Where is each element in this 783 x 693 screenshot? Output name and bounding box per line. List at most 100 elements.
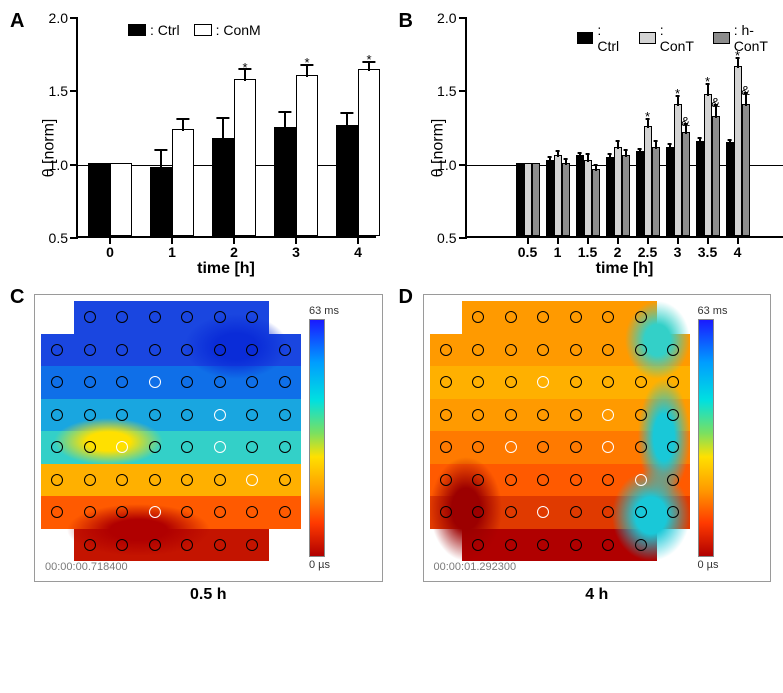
electrode-marker — [246, 474, 258, 486]
electrode-marker — [570, 539, 582, 551]
electrode-marker — [635, 311, 647, 323]
legend-label: : Ctrl — [597, 22, 624, 54]
electrode-marker — [570, 344, 582, 356]
heatmap-timestamp: 00:00:01.292300 — [434, 561, 517, 573]
electrode-marker — [505, 506, 517, 518]
electrode-marker — [667, 344, 679, 356]
electrode-marker — [505, 311, 517, 323]
x-tick-label: 4 — [734, 244, 742, 260]
x-tick-label: 0 — [106, 244, 114, 260]
electrode-marker — [246, 376, 258, 388]
error-cap — [585, 153, 590, 155]
heatmap-grid — [430, 301, 690, 561]
error-cap — [563, 158, 568, 160]
electrode-marker — [667, 441, 679, 453]
bar — [88, 163, 110, 236]
heatmap-stage: 00:00:01.292300 — [430, 301, 690, 575]
electrode-marker — [149, 474, 161, 486]
error-cap — [555, 150, 560, 152]
x-tick — [737, 236, 739, 244]
y-axis-label: θ [norm] — [40, 119, 58, 178]
legend-item: : Ctrl — [577, 22, 625, 54]
x-tick-label: 4 — [354, 244, 362, 260]
error-cap — [176, 118, 189, 120]
electrode-marker — [635, 474, 647, 486]
electrode-marker — [181, 539, 193, 551]
colorbar-gradient — [698, 319, 714, 557]
electrode-marker — [505, 441, 517, 453]
bar — [274, 127, 296, 236]
electrode-marker — [537, 539, 549, 551]
bar — [666, 147, 674, 236]
bar — [614, 147, 622, 236]
bar — [704, 94, 712, 236]
error-cap — [593, 164, 598, 166]
bar — [524, 163, 532, 236]
error-cap — [607, 153, 612, 155]
legend-label: : Ctrl — [150, 22, 180, 38]
electrode-marker — [537, 474, 549, 486]
bar — [644, 126, 652, 236]
significance-marker: * — [735, 49, 740, 62]
y-axis-label: θ [norm] — [429, 119, 447, 178]
electrode-marker — [635, 506, 647, 518]
error-bar — [182, 119, 184, 131]
figure-grid: A 0.51.01.52.0: Ctrl: ConM012*3*4*θ [nor… — [12, 12, 771, 604]
electrode-marker — [440, 376, 452, 388]
y-tick-label: 2.0 — [49, 10, 68, 26]
electrode-marker — [116, 311, 128, 323]
electrode-marker — [51, 441, 63, 453]
heatmap-grid — [41, 301, 301, 561]
electrode-marker — [181, 344, 193, 356]
x-tick — [587, 236, 589, 244]
electrode-marker — [84, 506, 96, 518]
y-tick-label: 1.5 — [49, 83, 68, 99]
electrode-marker — [440, 474, 452, 486]
y-tick — [70, 90, 78, 92]
electrode-marker — [181, 474, 193, 486]
electrode-marker — [602, 376, 614, 388]
panel-label-a: A — [10, 10, 24, 33]
electrode-marker — [602, 441, 614, 453]
electrode-marker — [537, 506, 549, 518]
electrode-marker — [505, 376, 517, 388]
x-tick-label: 3.5 — [698, 244, 717, 260]
electrode-marker — [602, 539, 614, 551]
x-tick — [707, 236, 709, 244]
error-cap — [637, 148, 642, 150]
electrode-marker — [440, 441, 452, 453]
x-tick-label: 1 — [168, 244, 176, 260]
electrode-marker — [635, 409, 647, 421]
electrode-marker — [472, 409, 484, 421]
electrode-marker — [537, 409, 549, 421]
x-tick — [527, 236, 529, 244]
x-tick — [617, 236, 619, 244]
electrode-marker — [51, 474, 63, 486]
electrode-marker — [279, 441, 291, 453]
bar — [742, 104, 750, 236]
electrode-marker — [214, 441, 226, 453]
legend-swatch — [639, 32, 656, 44]
error-cap — [216, 117, 229, 119]
bar — [554, 155, 562, 236]
y-tick — [459, 17, 467, 19]
panel-label-b: B — [399, 10, 413, 33]
electrode-marker — [84, 441, 96, 453]
electrode-marker — [84, 539, 96, 551]
legend-item: : h-ConT — [713, 22, 783, 54]
legend-label: : ConT — [660, 22, 699, 54]
y-tick-label: 1.5 — [437, 83, 456, 99]
bar — [652, 147, 660, 236]
electrode-marker — [570, 474, 582, 486]
significance-marker: * — [645, 110, 650, 123]
electrode-marker — [279, 376, 291, 388]
electrode-marker — [667, 409, 679, 421]
electrode-marker — [246, 409, 258, 421]
bar — [696, 141, 704, 236]
error-cap — [154, 149, 167, 151]
significance-marker: * — [705, 75, 710, 88]
electrode-marker — [51, 409, 63, 421]
electrode-marker — [279, 474, 291, 486]
heatmap-caption: 4 h — [423, 586, 772, 604]
electrode-marker — [51, 344, 63, 356]
